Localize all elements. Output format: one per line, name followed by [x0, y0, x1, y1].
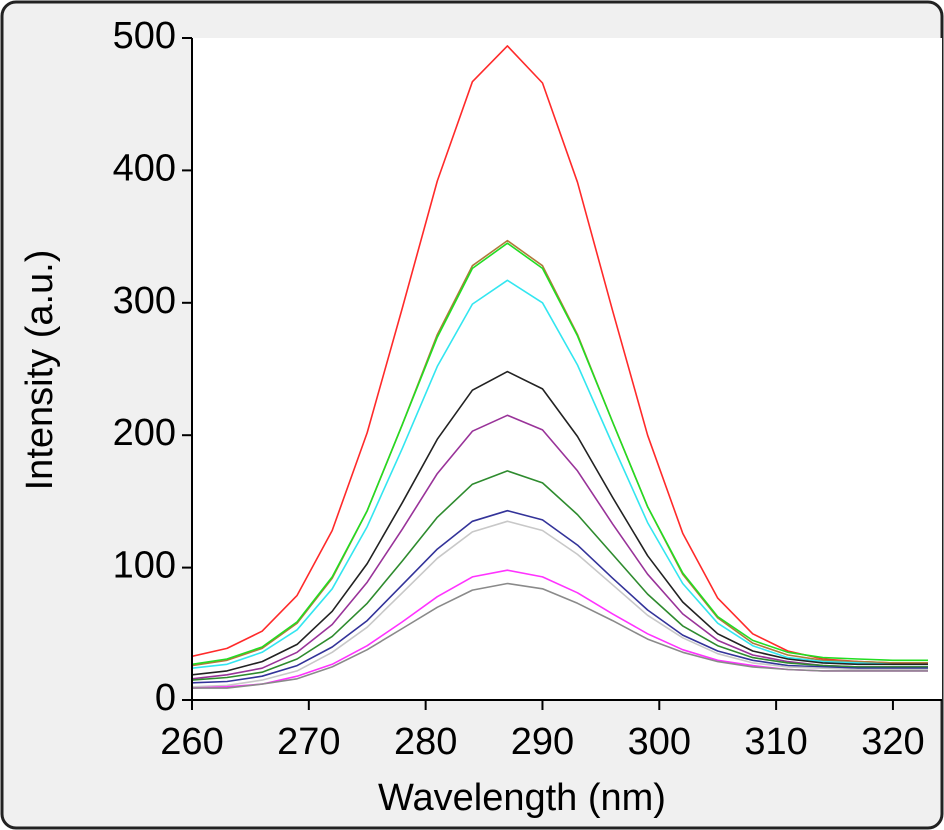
series-line: [192, 279, 928, 669]
series-line: [192, 470, 928, 681]
x-tick-label: 290: [511, 721, 574, 763]
y-tick-label: 100: [113, 545, 176, 587]
y-axis-label: Intensity (a.u.): [19, 250, 61, 491]
x-tick-label: 320: [861, 721, 924, 763]
series-line: [192, 582, 928, 689]
x-tick-label: 270: [277, 721, 340, 763]
plot-area: [192, 38, 942, 700]
y-tick-label: 400: [113, 147, 176, 189]
series-line: [192, 520, 928, 688]
x-tick-label: 280: [394, 721, 457, 763]
series-line: [192, 370, 928, 676]
plot: [192, 45, 928, 689]
x-tick-label: 310: [744, 721, 807, 763]
series-line: [192, 509, 928, 684]
y-tick-label: 500: [113, 15, 176, 57]
y-tick-label: 0: [155, 677, 176, 719]
series-line: [192, 242, 928, 666]
x-tick-label: 300: [628, 721, 691, 763]
y-tick-label: 300: [113, 280, 176, 322]
x-axis-label: Wavelength (nm): [378, 777, 666, 819]
y-tick-label: 200: [113, 412, 176, 454]
x-tick-label: 260: [160, 721, 223, 763]
